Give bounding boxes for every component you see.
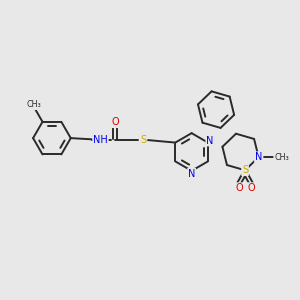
Text: CH₃: CH₃ <box>274 153 289 162</box>
Text: O: O <box>235 183 243 193</box>
Text: O: O <box>112 117 119 127</box>
Text: S: S <box>242 165 248 175</box>
Text: O: O <box>247 183 255 193</box>
Text: CH₃: CH₃ <box>26 100 41 109</box>
Text: N: N <box>188 169 195 179</box>
Text: N: N <box>206 136 214 146</box>
Text: S: S <box>140 135 146 145</box>
Text: NH: NH <box>93 135 108 145</box>
Text: N: N <box>255 152 262 162</box>
